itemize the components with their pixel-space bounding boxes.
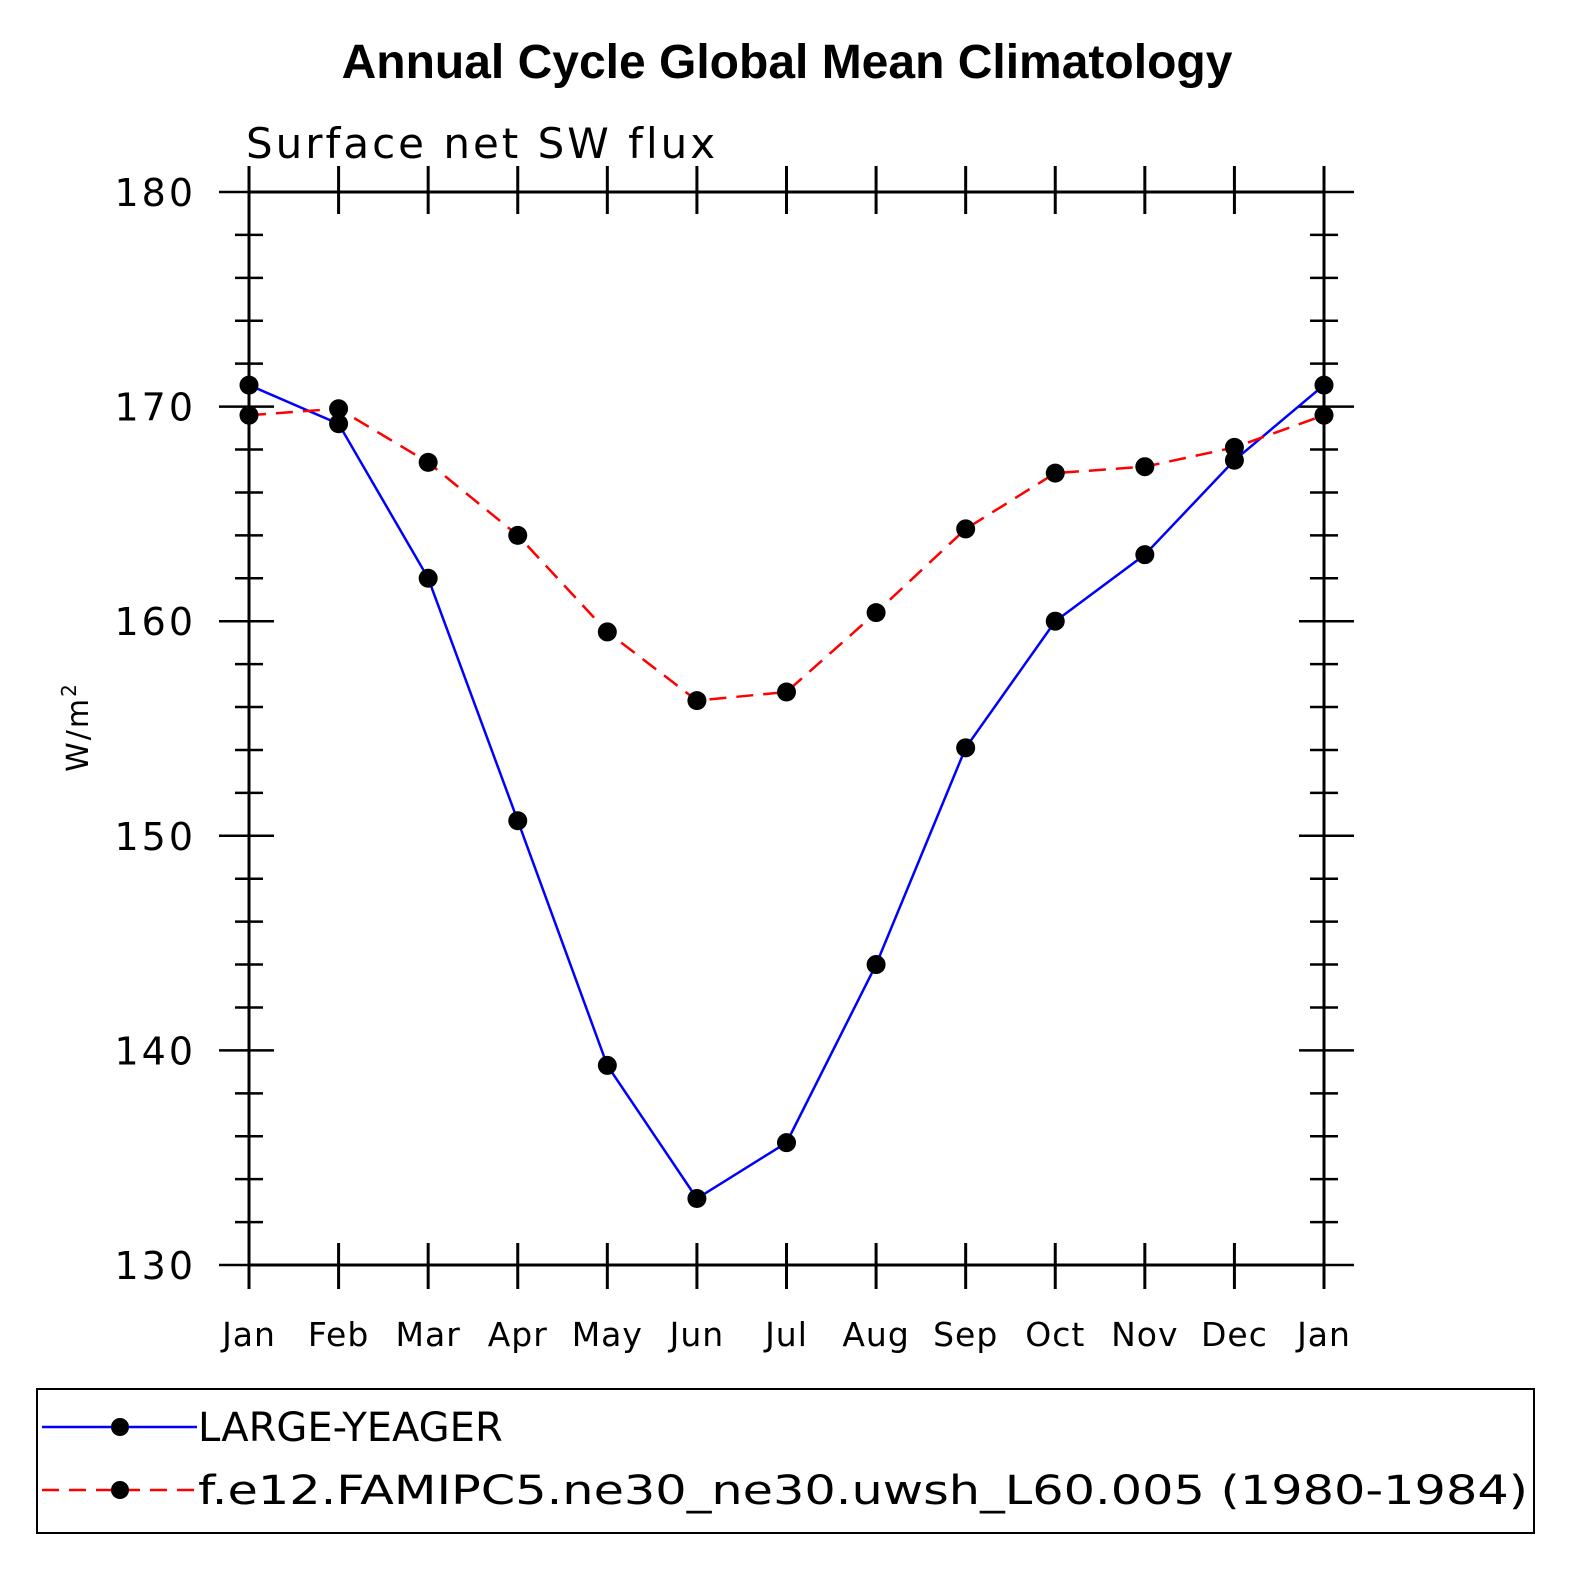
x-tick-label: Apr xyxy=(488,1315,548,1354)
legend-marker xyxy=(111,1481,129,1499)
series-2-point xyxy=(508,525,528,545)
x-tick-label: Mar xyxy=(396,1315,461,1354)
y-axis-label-superscript: 2 xyxy=(57,682,81,697)
y-tick-label: 140 xyxy=(114,1029,196,1073)
series-1-point xyxy=(239,375,259,395)
series-line-2 xyxy=(248,407,1325,702)
x-tick-label: Sep xyxy=(933,1315,998,1354)
legend-entry-large-yeager: LARGE-YEAGER xyxy=(42,1405,503,1451)
series-1-point xyxy=(777,1133,796,1153)
y-axis-label-text: W/m xyxy=(61,697,96,772)
x-tick-label: Jan xyxy=(220,1315,276,1354)
series-1-point xyxy=(418,568,438,588)
y-axis-label: W/m2 xyxy=(57,682,96,772)
x-tick-label: Feb xyxy=(308,1315,369,1354)
x-tick-labels: Jan Feb Mar Apr May Jun Jul Aug Sep Oct Nov Dec Jan xyxy=(220,1315,1351,1354)
series-2-point xyxy=(1224,437,1244,457)
series-2-point xyxy=(956,519,976,539)
series-line-1 xyxy=(248,383,1325,1201)
y-tick-label: 170 xyxy=(114,386,196,430)
svg-text:W/m2: W/m2 xyxy=(57,682,96,772)
x-tick-label: Dec xyxy=(1201,1315,1268,1354)
x-tick-label: May xyxy=(572,1315,643,1354)
series-1-point xyxy=(1135,545,1155,565)
axis-ticks xyxy=(219,166,1354,1289)
x-tick-label: Jun xyxy=(668,1315,725,1354)
y-tick-labels: 130 140 150 160 170 180 xyxy=(114,171,196,1288)
x-tick-label: Oct xyxy=(1025,1315,1085,1354)
legend-entry-famipc5: f.e12.FAMIPC5.ne30_ne30.uwsh_L60.005 (19… xyxy=(42,1468,1528,1514)
y-tick-label: 160 xyxy=(114,600,196,644)
series-2-point xyxy=(777,682,796,702)
series-2-point xyxy=(1314,405,1334,425)
series-1-point xyxy=(1045,611,1065,631)
x-tick-label: Jan xyxy=(1295,1315,1351,1354)
legend-label-series-1: LARGE-YEAGER xyxy=(198,1405,503,1451)
x-tick-label: Nov xyxy=(1111,1315,1178,1354)
series-2-point xyxy=(1045,463,1065,483)
legend-label-series-2: f.e12.FAMIPC5.ne30_ne30.uwsh_L60.005 (19… xyxy=(198,1468,1528,1514)
series-2-point xyxy=(418,452,438,472)
series-2-point xyxy=(597,622,617,642)
data-series xyxy=(239,375,1334,1208)
series-2-point xyxy=(329,399,349,419)
y-tick-label: 180 xyxy=(114,171,196,215)
x-tick-label: Jul xyxy=(763,1315,808,1354)
legend-marker xyxy=(111,1418,129,1436)
series-1-point xyxy=(508,811,528,831)
plot-frame xyxy=(247,190,1326,1267)
series-1-point xyxy=(956,738,976,758)
series-1-point xyxy=(597,1055,617,1075)
legend-frame xyxy=(36,1388,1535,1534)
chart-title: Annual Cycle Global Mean Climatology xyxy=(342,36,1233,89)
series-2-point xyxy=(866,603,886,623)
x-tick-label: Aug xyxy=(842,1315,909,1354)
series-1-point xyxy=(866,955,886,975)
series-1-point xyxy=(329,414,349,434)
series-2-point xyxy=(687,691,707,711)
series-2-point xyxy=(239,405,259,425)
series-1-point xyxy=(1314,375,1334,395)
y-tick-label: 130 xyxy=(114,1244,196,1288)
series-2-point xyxy=(1135,457,1155,477)
series-1-point xyxy=(687,1188,707,1208)
legend: LARGE-YEAGER f.e12.FAMIPC5.ne30_ne30.uws… xyxy=(36,1388,1535,1534)
y-tick-label: 150 xyxy=(114,815,196,859)
chart-subtitle: Surface net SW flux xyxy=(246,119,718,168)
